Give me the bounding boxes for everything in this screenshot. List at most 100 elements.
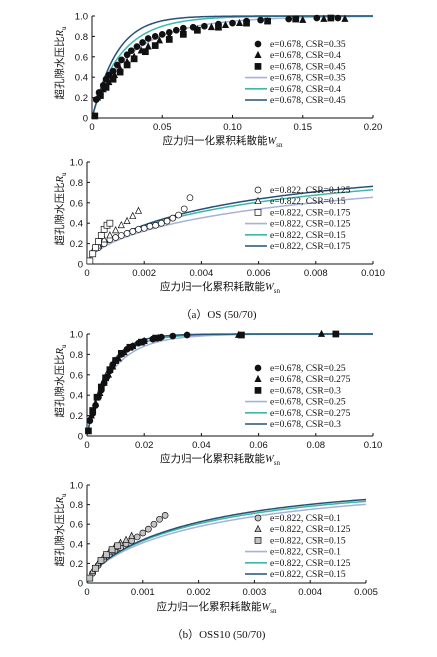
data-point-series-2 (129, 211, 137, 219)
data-point-series-2 (87, 411, 95, 419)
data-point-series-3 (108, 546, 116, 554)
y-tick-label: 0.4 (75, 73, 88, 84)
legend-label: e=0.822, CSR=0.125 (270, 525, 351, 535)
legend-label: e=0.822, CSR=0.1 (270, 548, 341, 558)
data-point-series-1 (169, 332, 177, 340)
legend-label: e=0.678, CSR=0.275 (270, 375, 351, 385)
y-tick-label: 1.0 (75, 12, 88, 23)
x-tick-label: 0.10 (223, 122, 242, 133)
data-point-series-3 (102, 84, 110, 91)
data-point-series-1 (127, 47, 135, 55)
data-point-series-1 (313, 14, 321, 22)
data-point-series-1 (257, 16, 264, 24)
data-point-series-1 (151, 33, 159, 40)
data-point-series-2 (92, 399, 100, 407)
y-tick-label: 0.4 (70, 219, 83, 230)
y-axis-label: 超孔隙水压比Ru (53, 26, 68, 99)
data-point-series-3 (179, 31, 187, 38)
legend-label: e=0.822, CSR=0.175 (270, 208, 351, 218)
data-point-series-3 (97, 383, 105, 391)
data-point-series-2 (299, 15, 307, 23)
data-point-series-1 (201, 22, 208, 30)
data-point-series-3 (165, 36, 173, 43)
data-point-series-3 (93, 393, 101, 401)
data-point-series-3 (89, 250, 97, 258)
x-axis-label: 应力归一化累积耗散能Wsn (160, 452, 280, 467)
data-point-series-1 (140, 224, 148, 232)
data-point-series-1 (158, 219, 165, 227)
data-point-series-3 (97, 92, 104, 99)
legend-marker (254, 537, 262, 544)
legend-marker (254, 63, 262, 70)
x-tick-label: 0.20 (364, 122, 383, 133)
legend-marker (254, 387, 262, 394)
y-tick-label: 0.4 (70, 539, 83, 550)
data-point-series-2 (122, 535, 130, 543)
legend-marker (254, 374, 262, 383)
data-point-series-3 (116, 68, 124, 76)
legend-label: e=0.822, CSR=0.1 (270, 514, 341, 524)
x-tick-label: 0.005 (354, 587, 378, 598)
data-point-series-1 (133, 533, 141, 541)
legend-marker (254, 40, 262, 48)
legend-label: e=0.678, CSR=0.275 (270, 409, 351, 419)
data-point-series-1 (175, 211, 182, 219)
data-point-series-2 (221, 20, 230, 29)
legend-label: e=0.678, CSR=0.25 (270, 398, 346, 408)
y-axis-label: 超孔隙水压比Ru (53, 172, 68, 245)
chart-panel-1: 0 0.05 0.10 0.15 0.20 0 0.2 0.4 0.6 0.8 1.0 e=0.678… (53, 12, 382, 150)
data-point-series-3 (86, 257, 94, 265)
data-point-series-3 (114, 542, 122, 550)
y-tick-label: 0.8 (70, 350, 83, 361)
data-point-series-3 (332, 330, 340, 338)
x-tick-label: 0.003 (243, 587, 267, 598)
y-tick-label: 0.4 (70, 391, 83, 402)
data-point-series-3 (117, 350, 125, 357)
data-point-series-3 (91, 112, 99, 120)
data-point-series-1 (117, 232, 125, 239)
data-point-series-2 (134, 206, 143, 214)
data-point-series-3 (123, 61, 131, 69)
legend-marker (254, 514, 262, 522)
data-point-series-1 (112, 234, 119, 241)
caption-os: （a）OS (50/70) (180, 309, 257, 321)
legend-label: e=0.678, CSR=0.3 (270, 386, 341, 396)
x-tick-label: 0.002 (187, 587, 211, 598)
data-point-series-1 (144, 35, 152, 42)
data-point-series-1 (156, 515, 163, 523)
legend-label: e=0.822, CSR=0.15 (270, 231, 346, 241)
fit-curve-3 (86, 333, 373, 437)
legend-label: e=0.678, CSR=0.45 (270, 96, 346, 106)
y-tick-label: 0 (78, 579, 83, 590)
y-tick-label: 0 (83, 114, 88, 125)
y-tick-label: 0.2 (75, 93, 88, 104)
fit-curve-1 (86, 503, 367, 584)
data-point-series-3 (130, 55, 138, 63)
legend-marker (254, 364, 262, 372)
y-tick-label: 0.6 (70, 370, 83, 381)
data-point-series-3 (264, 17, 271, 25)
x-axis-label: 应力归一化累积耗散能Wsn (163, 134, 283, 149)
data-point-series-3 (151, 42, 159, 49)
data-point-series-3 (102, 374, 109, 382)
legend-marker (254, 196, 262, 205)
data-point-series-3 (152, 334, 159, 342)
data-point-series-1 (139, 39, 146, 46)
data-point-series-1 (129, 228, 137, 235)
data-point-series-3 (95, 238, 102, 245)
legend-label: e=0.678, CSR=0.4 (270, 85, 341, 95)
data-point-series-1 (229, 19, 236, 27)
x-tick-label: 0 (84, 587, 89, 598)
data-point-series-1 (158, 31, 166, 38)
data-point-series-2 (117, 220, 125, 229)
data-point-series-3 (243, 19, 250, 27)
fit-curve-3 (86, 498, 367, 584)
legend-label: e=0.678, CSR=0.35 (270, 40, 346, 50)
y-tick-label: 0.2 (70, 239, 83, 250)
fit-curve-3 (91, 15, 373, 119)
data-point-series-3 (97, 557, 105, 564)
x-tick-label: 0 (89, 122, 94, 133)
legend-label: e=0.678, CSR=0.35 (270, 74, 346, 84)
x-tick-label: 0.08 (307, 440, 326, 451)
data-point-series-1 (186, 194, 194, 202)
